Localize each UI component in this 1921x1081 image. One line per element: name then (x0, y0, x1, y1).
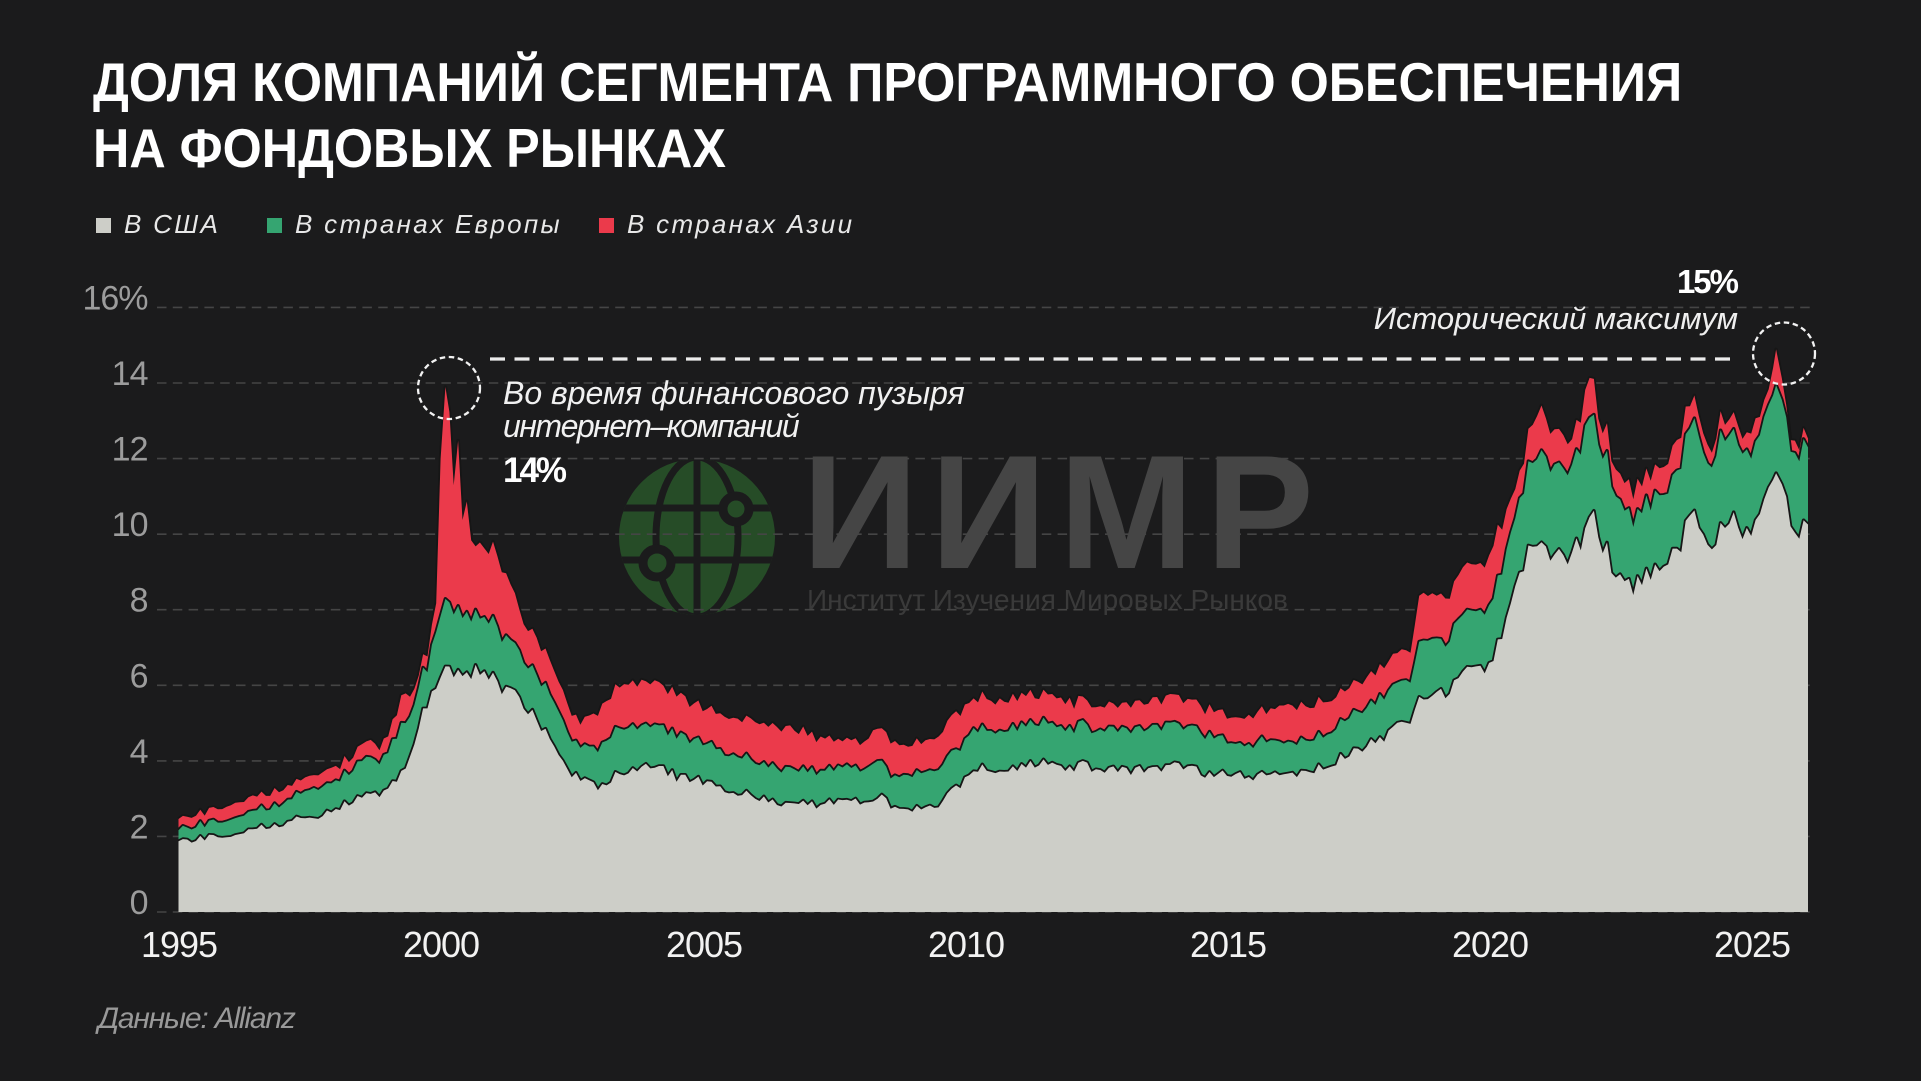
svg-text:1995: 1995 (141, 924, 217, 965)
svg-text:2015: 2015 (1190, 924, 1266, 965)
svg-text:2: 2 (130, 808, 148, 846)
svg-text:6: 6 (130, 657, 148, 695)
svg-text:2020: 2020 (1452, 924, 1528, 965)
svg-text:0: 0 (130, 884, 148, 922)
svg-text:8: 8 (130, 582, 148, 620)
svg-text:14: 14 (112, 355, 148, 393)
svg-text:2025: 2025 (1714, 924, 1790, 965)
svg-text:16%: 16% (82, 279, 148, 317)
svg-text:10: 10 (112, 506, 148, 544)
svg-text:2010: 2010 (928, 924, 1004, 965)
svg-text:2005: 2005 (666, 924, 742, 965)
svg-text:2000: 2000 (403, 924, 479, 965)
svg-text:12: 12 (112, 431, 148, 469)
svg-text:4: 4 (130, 733, 148, 771)
